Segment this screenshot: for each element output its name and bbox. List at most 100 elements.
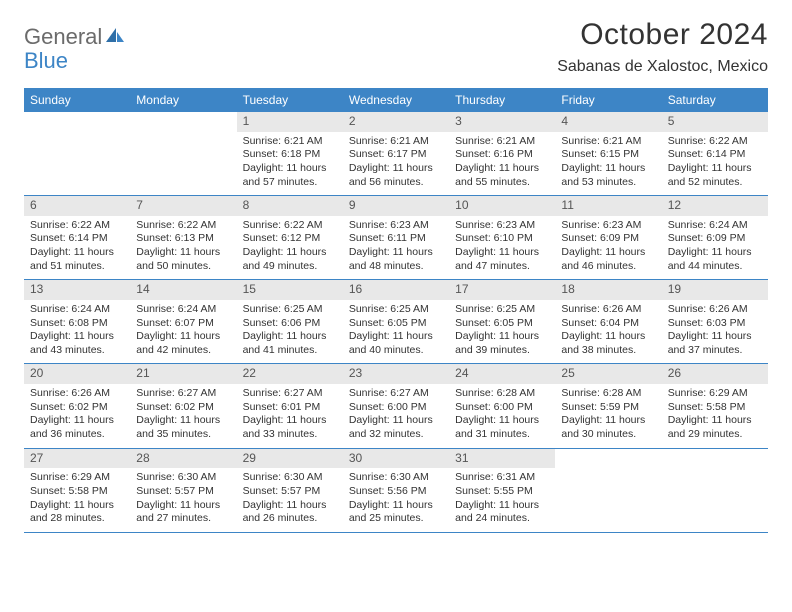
day-body: Sunrise: 6:26 AMSunset: 6:04 PMDaylight:… xyxy=(555,303,661,358)
day-cell: 29Sunrise: 6:30 AMSunset: 5:57 PMDayligh… xyxy=(237,449,343,532)
daylight-label: Daylight: 11 hours and 51 minutes. xyxy=(30,246,124,273)
day-number: 11 xyxy=(555,196,661,216)
day-number: 19 xyxy=(662,280,768,300)
day-number: 26 xyxy=(662,364,768,384)
sunrise-label: Sunrise: 6:26 AM xyxy=(30,387,124,401)
day-cell: 7Sunrise: 6:22 AMSunset: 6:13 PMDaylight… xyxy=(130,196,236,279)
day-cell: 17 Sunrise: 6:25 AMSunset: 6:05 PMDayligh… xyxy=(449,280,555,363)
daylight-label: Daylight: 11 hours and 29 minutes. xyxy=(668,414,762,441)
day-cell: 11Sunrise: 6:23 AMSunset: 6:09 PMDayligh… xyxy=(555,196,661,279)
day-body: Sunrise: 6:31 AMSunset: 5:55 PMDaylight:… xyxy=(449,471,555,526)
sunrise-label: Sunrise: 6:25 AM xyxy=(349,303,443,317)
daylight-label: Daylight: 11 hours and 57 minutes. xyxy=(243,162,337,189)
sunrise-label: Sunrise: 6:22 AM xyxy=(243,219,337,233)
day-body: Sunrise: 6:25 AMSunset: 6:05 PMDaylight:… xyxy=(449,303,555,358)
sunset-label: Sunset: 6:05 PM xyxy=(349,317,443,331)
day-cell: 4Sunrise: 6:21 AMSunset: 6:15 PMDaylight… xyxy=(555,112,661,195)
sunset-label: Sunset: 6:13 PM xyxy=(136,232,230,246)
day-body: Sunrise: 6:21 AMSunset: 6:17 PMDaylight:… xyxy=(343,135,449,190)
daylight-label: Daylight: 11 hours and 42 minutes. xyxy=(136,330,230,357)
sunset-label: Sunset: 6:06 PM xyxy=(243,317,337,331)
day-number: 14 xyxy=(130,280,236,300)
day-body: Sunrise: 6:25 AMSunset: 6:06 PMDaylight:… xyxy=(237,303,343,358)
week-row: 13Sunrise: 6:24 AMSunset: 6:08 PMDayligh… xyxy=(24,280,768,364)
day-body: Sunrise: 6:27 AMSunset: 6:01 PMDaylight:… xyxy=(237,387,343,442)
sunrise-label: Sunrise: 6:30 AM xyxy=(243,471,337,485)
daylight-label: Daylight: 11 hours and 27 minutes. xyxy=(136,499,230,526)
day-cell: 21Sunrise: 6:27 AMSunset: 6:02 PMDayligh… xyxy=(130,364,236,447)
day-body: Sunrise: 6:24 AMSunset: 6:09 PMDaylight:… xyxy=(662,219,768,274)
location-label: Sabanas de Xalostoc, Mexico xyxy=(557,58,768,76)
day-number: 20 xyxy=(24,364,130,384)
sunrise-label: Sunrise: 6:27 AM xyxy=(243,387,337,401)
sunset-label: Sunset: 6:02 PM xyxy=(30,401,124,415)
sunset-label: Sunset: 5:58 PM xyxy=(668,401,762,415)
day-number: 21 xyxy=(130,364,236,384)
day-number: 10 xyxy=(449,196,555,216)
daylight-label: Daylight: 11 hours and 31 minutes. xyxy=(455,414,549,441)
day-number: 18 xyxy=(555,280,661,300)
day-cell: 19Sunrise: 6:26 AMSunset: 6:03 PMDayligh… xyxy=(662,280,768,363)
daylight-label: Daylight: 11 hours and 43 minutes. xyxy=(30,330,124,357)
daylight-label: Daylight: 11 hours and 49 minutes. xyxy=(243,246,337,273)
day-number: 12 xyxy=(662,196,768,216)
sunset-label: Sunset: 6:00 PM xyxy=(455,401,549,415)
day-cell: 22Sunrise: 6:27 AMSunset: 6:01 PMDayligh… xyxy=(237,364,343,447)
day-cell: 23Sunrise: 6:27 AMSunset: 6:00 PMDayligh… xyxy=(343,364,449,447)
sunset-label: Sunset: 6:17 PM xyxy=(349,148,443,162)
sunset-label: Sunset: 6:04 PM xyxy=(561,317,655,331)
day-number: 13 xyxy=(24,280,130,300)
day-number: 15 xyxy=(237,280,343,300)
sunset-label: Sunset: 6:09 PM xyxy=(668,232,762,246)
week-row: 27Sunrise: 6:29 AMSunset: 5:58 PMDayligh… xyxy=(24,449,768,533)
day-body: Sunrise: 6:26 AMSunset: 6:02 PMDaylight:… xyxy=(24,387,130,442)
day-body: Sunrise: 6:22 AMSunset: 6:14 PMDaylight:… xyxy=(24,219,130,274)
sunrise-label: Sunrise: 6:26 AM xyxy=(668,303,762,317)
logo: General xyxy=(24,18,126,50)
day-number: 17 xyxy=(449,280,555,300)
day-number: 24 xyxy=(449,364,555,384)
dow-friday: Friday xyxy=(555,88,661,112)
day-cell: 30Sunrise: 6:30 AMSunset: 5:56 PMDayligh… xyxy=(343,449,449,532)
sunset-label: Sunset: 5:56 PM xyxy=(349,485,443,499)
daylight-label: Daylight: 11 hours and 56 minutes. xyxy=(349,162,443,189)
dow-sunday: Sunday xyxy=(24,88,130,112)
day-number: 28 xyxy=(130,449,236,469)
day-number: 25 xyxy=(555,364,661,384)
day-number: 16 xyxy=(343,280,449,300)
day-cell: 8Sunrise: 6:22 AMSunset: 6:12 PMDaylight… xyxy=(237,196,343,279)
sunrise-label: Sunrise: 6:30 AM xyxy=(349,471,443,485)
day-cell: 31Sunrise: 6:31 AMSunset: 5:55 PMDayligh… xyxy=(449,449,555,532)
day-number: 2 xyxy=(343,112,449,132)
day-cell: 12 Sunrise: 6:24 AMSunset: 6:09 PMDayligh… xyxy=(662,196,768,279)
daylight-label: Daylight: 11 hours and 37 minutes. xyxy=(668,330,762,357)
sunrise-label: Sunrise: 6:25 AM xyxy=(455,303,549,317)
day-body: Sunrise: 6:30 AMSunset: 5:56 PMDaylight:… xyxy=(343,471,449,526)
day-body: Sunrise: 6:22 AMSunset: 6:14 PMDaylight:… xyxy=(662,135,768,190)
daylight-label: Daylight: 11 hours and 32 minutes. xyxy=(349,414,443,441)
daylight-label: Daylight: 11 hours and 52 minutes. xyxy=(668,162,762,189)
sunset-label: Sunset: 6:01 PM xyxy=(243,401,337,415)
sunrise-label: Sunrise: 6:24 AM xyxy=(668,219,762,233)
sunset-label: Sunset: 6:05 PM xyxy=(455,317,549,331)
daylight-label: Daylight: 11 hours and 25 minutes. xyxy=(349,499,443,526)
daylight-label: Daylight: 11 hours and 33 minutes. xyxy=(243,414,337,441)
sunrise-label: Sunrise: 6:25 AM xyxy=(243,303,337,317)
title-block: October 2024 Sabanas de Xalostoc, Mexico xyxy=(557,18,768,82)
dow-thursday: Thursday xyxy=(449,88,555,112)
sunrise-label: Sunrise: 6:29 AM xyxy=(668,387,762,401)
day-cell: 6 Sunrise: 6:22 AMSunset: 6:14 PMDaylight… xyxy=(24,196,130,279)
logo-word-general: General xyxy=(24,24,102,50)
sunset-label: Sunset: 6:07 PM xyxy=(136,317,230,331)
day-number: 8 xyxy=(237,196,343,216)
week-row: 20Sunrise: 6:26 AMSunset: 6:02 PMDayligh… xyxy=(24,364,768,448)
day-number: 23 xyxy=(343,364,449,384)
logo-sail-icon xyxy=(104,24,126,50)
sunset-label: Sunset: 6:15 PM xyxy=(561,148,655,162)
daylight-label: Daylight: 11 hours and 24 minutes. xyxy=(455,499,549,526)
day-cell: 2 Sunrise: 6:21 AMSunset: 6:17 PMDaylight… xyxy=(343,112,449,195)
day-cell: 16Sunrise: 6:25 AMSunset: 6:05 PMDayligh… xyxy=(343,280,449,363)
day-body: Sunrise: 6:30 AMSunset: 5:57 PMDaylight:… xyxy=(237,471,343,526)
day-number: 6 xyxy=(24,196,130,216)
day-cell: 15 Sunrise: 6:25 AMSunset: 6:06 PMDayligh… xyxy=(237,280,343,363)
